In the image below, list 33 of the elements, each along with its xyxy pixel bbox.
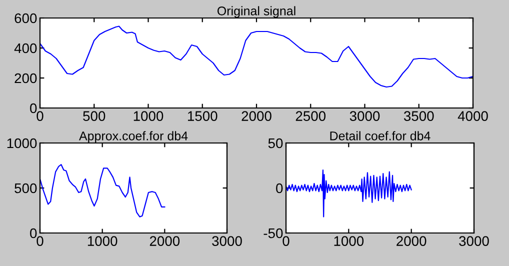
x-tick-label: 1000 — [88, 236, 118, 246]
x-tick-label: 3000 — [212, 236, 242, 246]
y-tick-label: 0 — [30, 228, 37, 238]
y-tick-label: 0 — [276, 183, 283, 194]
x-tick-label: 1000 — [134, 111, 164, 121]
x-tick-label: 2000 — [242, 111, 272, 121]
x-tick-label: 2000 — [396, 236, 426, 246]
line-series — [40, 164, 166, 218]
y-tick-label: 500 — [14, 183, 37, 194]
chart-title: Approx.coef.for db4 — [78, 131, 188, 143]
line-series — [286, 169, 412, 218]
y-tick-label: 400 — [14, 43, 37, 54]
x-tick-label: 0 — [36, 236, 44, 246]
line-series — [40, 26, 473, 88]
y-tick-label: -50 — [264, 228, 283, 238]
x-tick-label: 2500 — [296, 111, 326, 121]
x-tick-label: 1000 — [334, 236, 364, 246]
x-tick-label: 4000 — [458, 111, 488, 121]
x-tick-label: 500 — [83, 111, 106, 121]
y-tick-label: 1000 — [7, 138, 37, 148]
chart-title: Detail coef.for db4 — [330, 131, 430, 140]
chart-title: Original signal — [217, 6, 296, 18]
x-tick-label: 1500 — [188, 111, 218, 121]
x-tick-label: 3500 — [404, 111, 434, 121]
x-tick-label: 3000 — [459, 236, 489, 246]
y-tick-label: 200 — [14, 73, 37, 84]
y-tick-label: 600 — [14, 13, 37, 24]
x-tick-label: 0 — [282, 236, 290, 246]
x-tick-label: 3000 — [350, 111, 380, 121]
x-tick-label: 2000 — [150, 236, 180, 246]
x-tick-label: 0 — [36, 111, 44, 121]
y-tick-label: 0 — [30, 103, 37, 114]
y-tick-label: 50 — [268, 138, 283, 148]
